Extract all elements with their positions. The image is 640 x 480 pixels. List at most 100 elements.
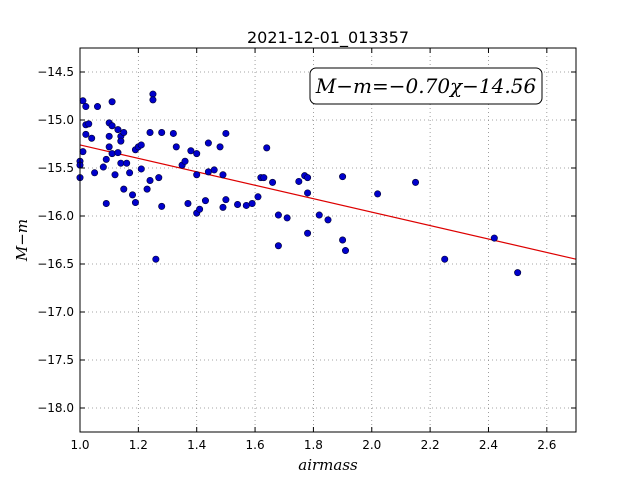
data-point — [85, 120, 93, 128]
data-point — [108, 150, 116, 158]
data-point — [441, 255, 449, 263]
data-point — [374, 190, 382, 198]
x-tick-label: 1.8 — [304, 438, 323, 452]
data-point — [102, 200, 110, 208]
data-point — [339, 173, 347, 181]
data-point — [248, 200, 256, 208]
y-tick-label: −15.0 — [37, 113, 74, 127]
x-tick-label: 1.0 — [70, 438, 89, 452]
x-tick-label: 2.2 — [421, 438, 440, 452]
x-tick-label: 2.4 — [479, 438, 498, 452]
data-point — [193, 171, 201, 179]
data-point — [123, 159, 131, 167]
data-point — [91, 169, 99, 177]
data-point — [114, 126, 122, 134]
data-point — [102, 155, 110, 163]
data-point — [137, 165, 145, 173]
x-tick-label: 1.6 — [246, 438, 265, 452]
plot-area — [76, 47, 577, 433]
data-point — [117, 137, 125, 145]
data-point — [222, 196, 230, 204]
annotation-text: M−m=−0.70χ−14.56 — [315, 74, 537, 98]
data-point — [283, 214, 291, 222]
data-point — [131, 199, 139, 207]
data-point — [79, 148, 87, 156]
data-point — [99, 163, 107, 171]
data-point — [108, 122, 116, 130]
data-point — [514, 269, 522, 277]
data-point — [146, 176, 154, 184]
data-point — [242, 201, 250, 209]
data-point — [201, 197, 209, 205]
data-point — [490, 234, 498, 242]
x-tick-label: 2.6 — [537, 438, 556, 452]
grid-lines — [79, 48, 576, 432]
fit-annotation: M−m=−0.70χ−14.56 — [309, 67, 543, 105]
data-point — [88, 134, 96, 142]
data-point — [342, 247, 350, 255]
data-point — [149, 96, 157, 104]
y-tick-label: −15.5 — [37, 161, 74, 175]
data-point — [304, 229, 312, 237]
data-point — [152, 255, 160, 263]
data-point — [155, 174, 163, 182]
data-point — [137, 141, 145, 149]
data-point — [117, 159, 125, 167]
data-point — [149, 90, 157, 98]
data-point — [274, 242, 282, 250]
data-point — [315, 211, 323, 219]
data-point — [187, 147, 195, 155]
data-point — [120, 185, 128, 193]
data-point — [158, 202, 166, 210]
data-point — [184, 200, 192, 208]
data-point — [129, 191, 137, 199]
x-tick-label: 1.2 — [129, 438, 148, 452]
y-tick-label: −18.0 — [37, 401, 74, 415]
data-point — [169, 129, 177, 137]
data-point — [263, 144, 271, 152]
x-tick-labels: 1.0 1.2 1.4 1.6 1.8 2.0 2.2 2.4 2.6 — [70, 438, 556, 452]
data-point — [172, 143, 180, 151]
data-point — [94, 103, 102, 111]
data-points — [76, 90, 522, 277]
data-point — [234, 200, 242, 208]
y-tick-label: −16.5 — [37, 257, 74, 271]
data-point — [339, 236, 347, 244]
data-point — [269, 178, 277, 186]
plot-background — [80, 48, 576, 432]
data-point — [219, 171, 227, 179]
data-point — [126, 169, 134, 177]
y-tick-label: −17.0 — [37, 305, 74, 319]
tick-marks — [79, 48, 576, 432]
data-point — [82, 130, 90, 138]
data-point — [105, 143, 113, 151]
data-point — [412, 178, 420, 186]
x-tick-label: 2.0 — [362, 438, 381, 452]
data-point — [158, 128, 166, 136]
data-point — [193, 150, 201, 158]
data-point — [219, 203, 227, 211]
y-tick-labels: −14.5 −15.0 −15.5 −16.0 −16.5 −17.0 −17.5 −18.0 — [37, 65, 74, 415]
chart-title: 2021-12-01_013357 — [247, 28, 409, 48]
data-point — [111, 171, 119, 179]
data-point — [204, 168, 212, 176]
data-point — [324, 216, 332, 224]
data-point — [216, 143, 224, 151]
data-point — [146, 128, 154, 136]
data-point — [143, 185, 151, 193]
data-point — [79, 97, 87, 105]
data-point — [82, 103, 90, 111]
data-point — [274, 211, 282, 219]
data-point — [196, 205, 204, 213]
data-point — [120, 128, 128, 136]
x-tick-label: 1.4 — [187, 438, 206, 452]
data-point — [254, 193, 262, 201]
data-point — [210, 166, 218, 174]
annotation-box — [309, 67, 543, 105]
data-point — [105, 132, 113, 140]
x-axis-label: airmass — [298, 456, 358, 474]
data-point — [304, 174, 312, 182]
data-point — [260, 174, 268, 182]
y-axis-label: M−m — [13, 219, 31, 262]
